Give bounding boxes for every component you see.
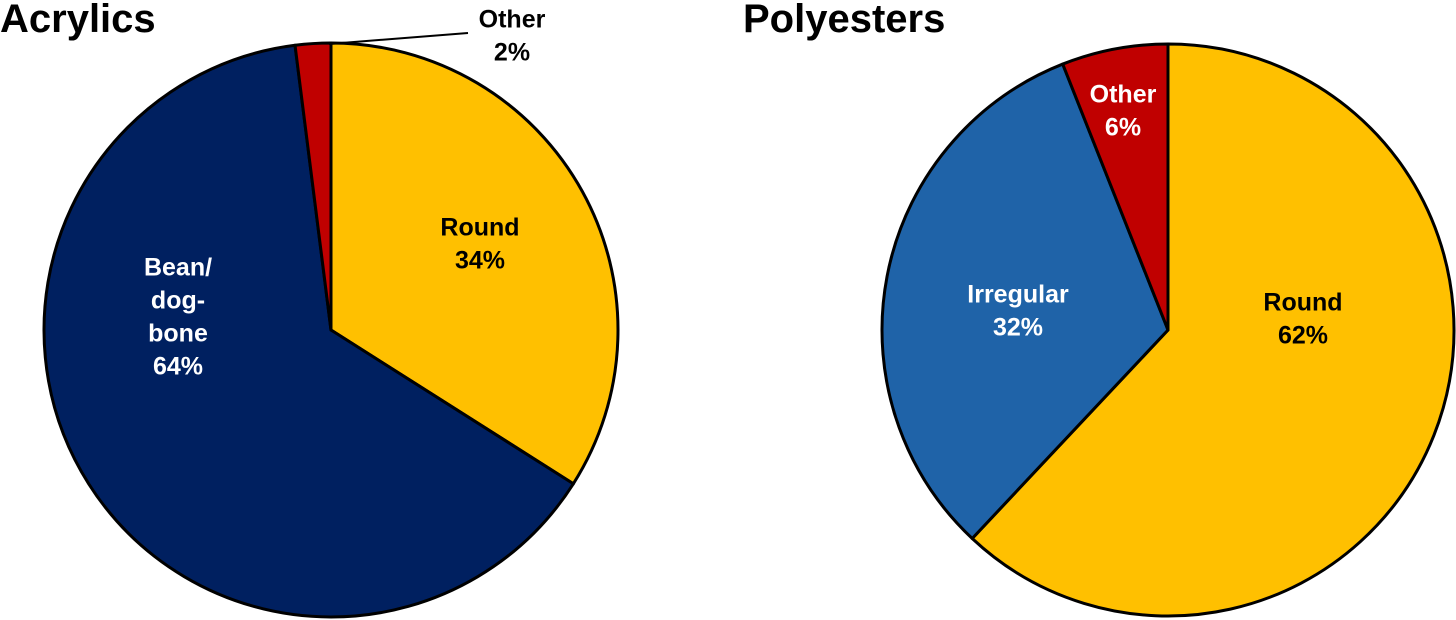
acrylics-label-bean-dog-bone-line: Bean/ bbox=[144, 254, 212, 282]
polyesters-slice-round bbox=[970, 42, 1456, 618]
polyesters-slice-irregular bbox=[880, 62, 1170, 540]
polyesters-label-other-line: Other bbox=[1090, 81, 1157, 109]
polyesters-title: Polyesters bbox=[743, 0, 945, 41]
acrylics-label-bean-dog-bone-line: 64% bbox=[153, 353, 203, 381]
acrylics-label-other-line: Other bbox=[479, 6, 546, 34]
acrylics-other-leader-line bbox=[328, 32, 469, 45]
polyesters-label-irregular: Irregular 32% bbox=[967, 281, 1069, 342]
acrylics-slice-bean-dog-bone bbox=[42, 43, 575, 619]
acrylics-label-bean-dog-bone: Bean/dog-bone 64% bbox=[144, 254, 212, 381]
polyesters-label-irregular-line: Irregular bbox=[967, 281, 1069, 309]
acrylics-label-round-line: 34% bbox=[455, 247, 505, 275]
polyesters-label-round: Round 62% bbox=[1263, 289, 1342, 350]
acrylics-label-other-line: 2% bbox=[494, 39, 530, 67]
acrylics-title: Acrylics bbox=[0, 0, 156, 41]
polyesters-label-other-line: 6% bbox=[1105, 114, 1141, 142]
acrylics-pie: Round 34% Bean/dog-bone 64% Other 2% bbox=[42, 6, 620, 619]
acrylics-label-round: Round 34% bbox=[440, 214, 519, 275]
polyesters-label-other: Other 6% bbox=[1090, 81, 1157, 142]
acrylics-label-other: Other 2% bbox=[479, 6, 546, 67]
acrylics-label-round-line: Round bbox=[440, 214, 519, 242]
acrylics-label-bean-dog-bone-line: bone bbox=[148, 320, 208, 348]
polyesters-label-round-line: Round bbox=[1263, 289, 1342, 317]
polyesters-slice-other bbox=[1061, 42, 1170, 332]
acrylics-label-bean-dog-bone-line: dog- bbox=[151, 287, 205, 315]
acrylics-slice-round bbox=[329, 41, 620, 486]
polyesters-pie: Round 62% Irregular 32% Other 6% bbox=[880, 42, 1456, 618]
polyesters-label-round-line: 62% bbox=[1278, 322, 1328, 350]
polyesters-label-irregular-line: 32% bbox=[993, 314, 1043, 342]
